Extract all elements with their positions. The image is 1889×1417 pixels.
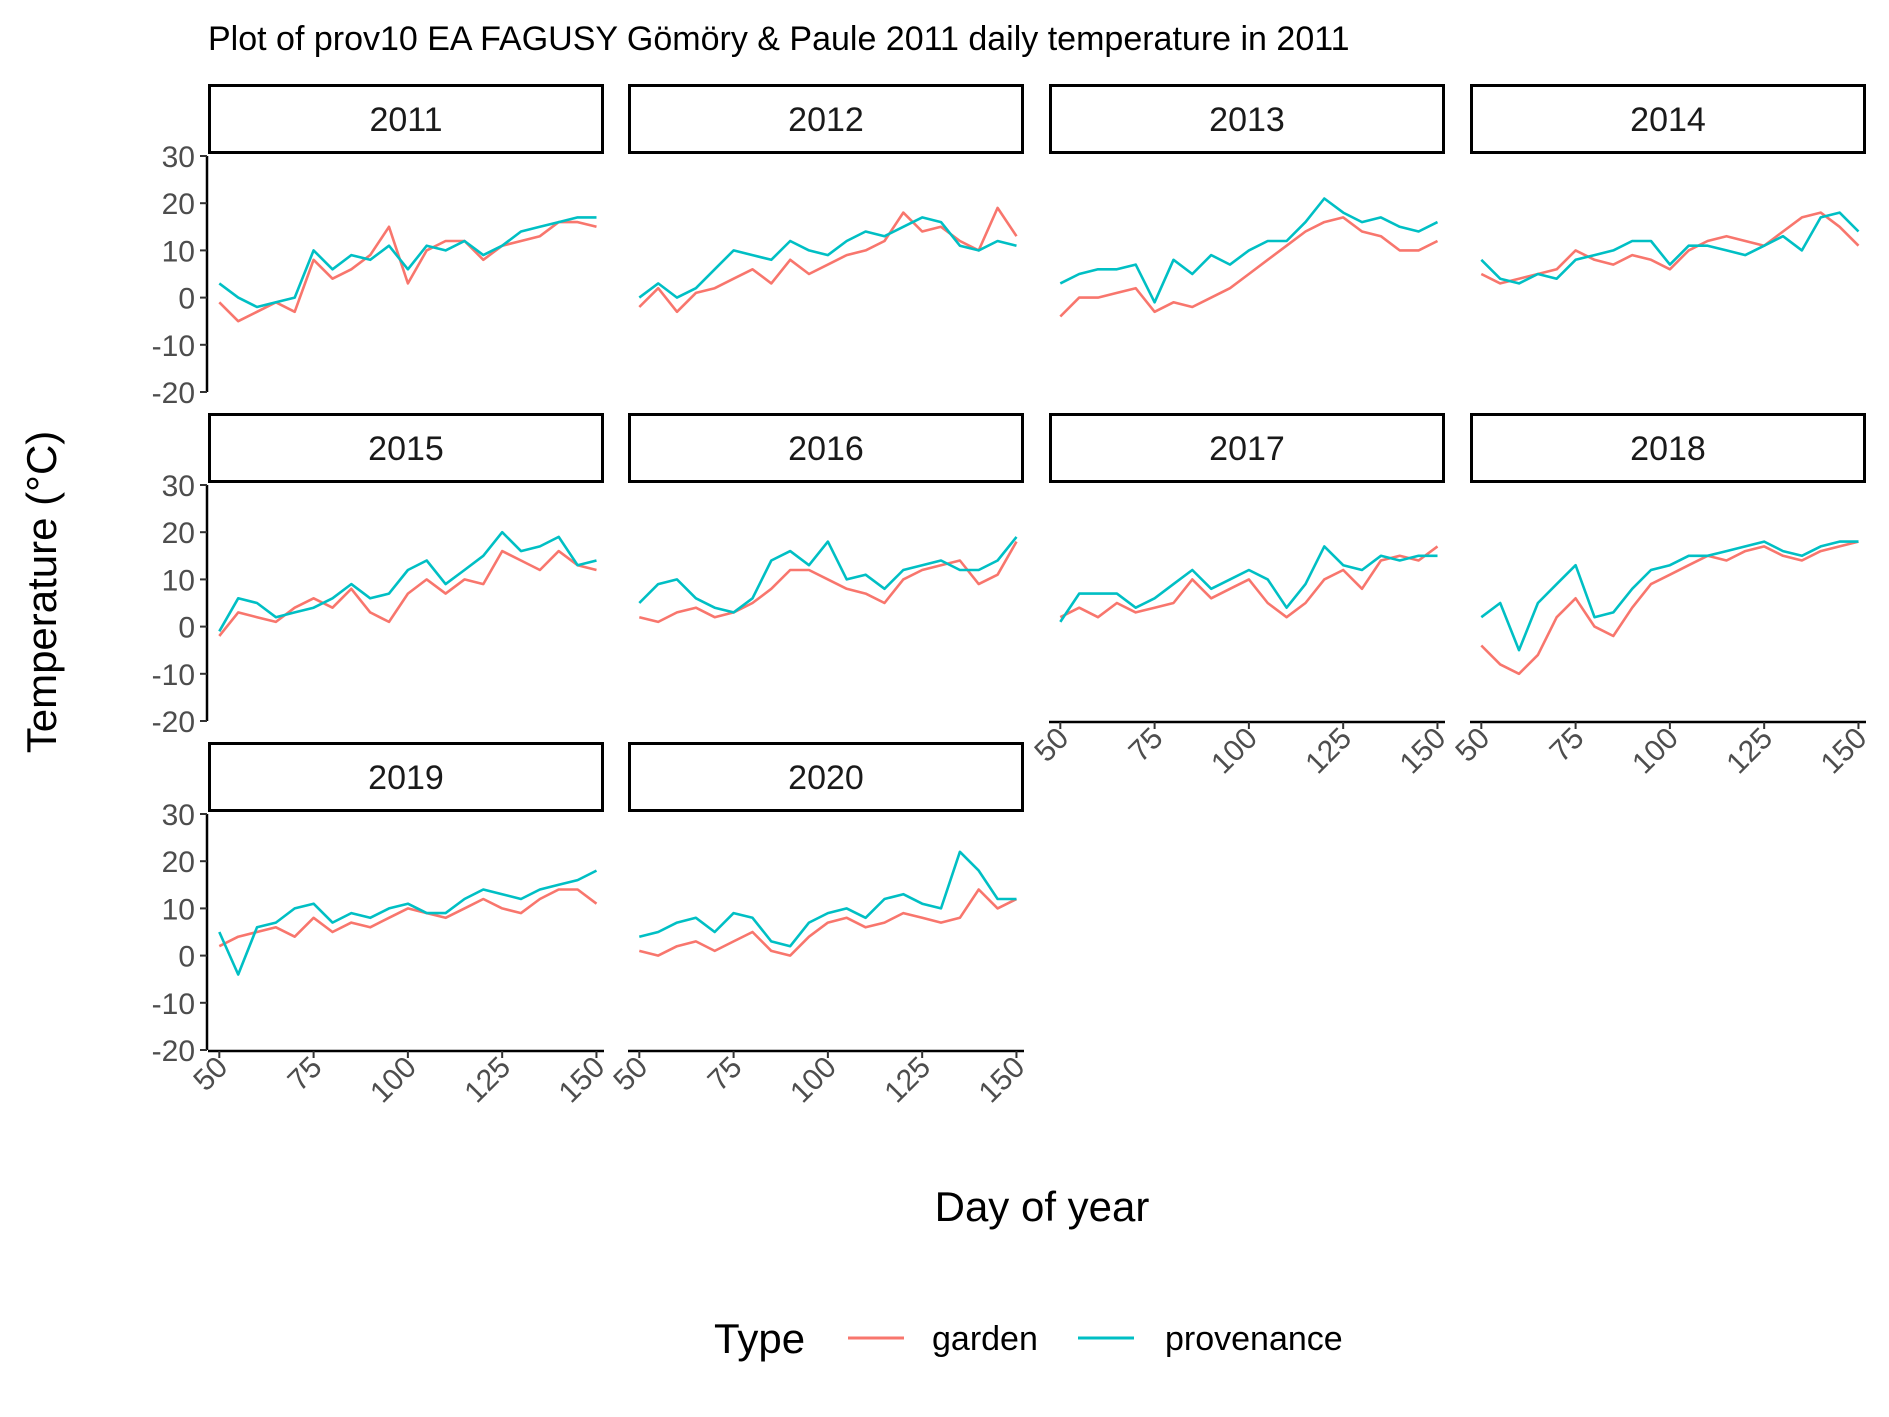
y-tick-label: 0 xyxy=(178,283,195,316)
x-tick-label: 100 xyxy=(364,1051,423,1110)
series-line-garden xyxy=(1480,211,1860,285)
x-tick-label: 100 xyxy=(1626,722,1685,781)
x-tick-label: 75 xyxy=(1544,722,1591,769)
facet-panel-2020: 2020 50 75 100 125 150 xyxy=(607,742,1032,1110)
y-axis-title: Temperature (°C) xyxy=(18,431,65,754)
y-tick-label: 10 xyxy=(162,893,195,926)
series-line-garden xyxy=(638,888,1018,957)
series-line-provenance xyxy=(638,850,1017,948)
x-tick-label: 75 xyxy=(702,1051,749,1098)
y-tick-label: 0 xyxy=(178,941,195,974)
facet-strip xyxy=(1470,84,1866,154)
y-tick-label: -20 xyxy=(152,377,195,410)
series-line-garden xyxy=(218,888,598,948)
legend: Type garden provenance xyxy=(714,1315,1343,1362)
series-line-provenance xyxy=(638,216,1017,299)
facet-strip xyxy=(1470,413,1866,483)
series-line-provenance xyxy=(218,530,597,632)
facet-strip xyxy=(1049,413,1445,483)
legend-label-garden: garden xyxy=(932,1320,1038,1358)
series-line-garden xyxy=(1059,545,1439,619)
x-tick-label: 125 xyxy=(458,1051,517,1110)
series-line-garden xyxy=(1480,540,1859,676)
x-tick-label: 125 xyxy=(1299,722,1358,781)
series-line-garden xyxy=(638,540,1018,624)
y-tick-label: 30 xyxy=(162,470,195,503)
facet-panel-2012: 2012 xyxy=(628,84,1024,314)
facet-strip-label: 2019 xyxy=(368,759,444,797)
x-tick-label: 50 xyxy=(1449,722,1496,769)
series-line-provenance xyxy=(218,869,598,976)
facet-strip-label: 2011 xyxy=(369,101,442,139)
facet-panel-2018: 2018 50 75 100 125 150 xyxy=(1449,413,1874,781)
facet-panel-2016: 2016 xyxy=(628,413,1024,624)
x-tick-label: 50 xyxy=(1028,722,1075,769)
series-line-provenance xyxy=(1480,540,1859,652)
chart-title: Plot of prov10 EA FAGUSY Gömöry & Paule … xyxy=(208,20,1350,58)
y-tick-label: 20 xyxy=(162,188,195,221)
x-tick-label: 150 xyxy=(1394,722,1453,781)
y-tick-label: -10 xyxy=(152,330,195,363)
series-line-garden xyxy=(1059,216,1439,318)
facet-strip xyxy=(628,84,1024,154)
legend-title: Type xyxy=(714,1315,805,1362)
x-tick-label: 100 xyxy=(784,1051,843,1110)
x-tick-label: 150 xyxy=(973,1051,1032,1110)
y-tick-label: 20 xyxy=(162,517,195,550)
facet-panel-2014: 2014 xyxy=(1470,84,1866,285)
y-tick-label: -10 xyxy=(152,988,195,1021)
y-tick-label: 30 xyxy=(162,141,195,174)
x-tick-label: 75 xyxy=(1123,722,1170,769)
series-line-garden xyxy=(218,549,597,637)
facet-strip-label: 2012 xyxy=(788,101,864,139)
series-line-garden xyxy=(218,220,597,323)
y-tick-label: -20 xyxy=(152,706,195,739)
series-line-garden xyxy=(638,206,1018,314)
x-tick-label: 50 xyxy=(607,1051,654,1098)
facet-strip xyxy=(208,413,604,483)
facet-panel-2017: 2017 50 75 100 125 150 xyxy=(1028,413,1453,781)
series-line-provenance xyxy=(1480,211,1860,285)
y-tick-label: 30 xyxy=(162,799,195,832)
y-tick-label: 20 xyxy=(162,846,195,879)
x-tick-label: 100 xyxy=(1205,722,1264,781)
facet-strip-label: 2017 xyxy=(1209,430,1285,468)
x-tick-label: 150 xyxy=(553,1051,612,1110)
facet-strip-label: 2018 xyxy=(1630,430,1706,468)
facet-strip xyxy=(628,742,1024,812)
facet-strip xyxy=(208,742,604,812)
y-tick-label: 0 xyxy=(178,612,195,645)
facet-panel-2011: 2011 -20 -10 0 10 20 30 xyxy=(152,84,604,410)
facet-panels: 2011 -20 -10 0 10 20 30 2012 2013 2014 2015 -20 -10 0… xyxy=(152,84,1874,1110)
series-line-provenance xyxy=(1059,197,1439,304)
y-tick-label: 10 xyxy=(162,235,195,268)
facet-strip xyxy=(628,413,1024,483)
series-line-provenance xyxy=(1059,545,1438,623)
y-tick-label: -20 xyxy=(152,1035,195,1068)
y-tick-label: 10 xyxy=(162,564,195,597)
series-line-provenance xyxy=(638,536,1018,614)
legend-label-provenance: provenance xyxy=(1165,1320,1343,1358)
series-line-provenance xyxy=(218,216,597,309)
facet-strip xyxy=(208,84,604,154)
y-tick-label: -10 xyxy=(152,659,195,692)
x-axis-title: Day of year xyxy=(935,1183,1150,1230)
x-tick-label: 125 xyxy=(878,1051,937,1110)
facet-strip xyxy=(1049,84,1445,154)
x-tick-label: 150 xyxy=(1815,722,1874,781)
facet-strip-label: 2014 xyxy=(1630,101,1706,139)
x-tick-label: 75 xyxy=(282,1051,329,1098)
x-tick-label: 125 xyxy=(1720,722,1779,781)
facet-panel-2015: 2015 -20 -10 0 10 20 30 xyxy=(152,413,604,739)
facet-strip-label: 2013 xyxy=(1209,101,1285,139)
facet-strip-label: 2016 xyxy=(788,430,864,468)
facet-strip-label: 2020 xyxy=(788,759,864,797)
facet-strip-label: 2015 xyxy=(368,430,444,468)
facet-panel-2013: 2013 xyxy=(1049,84,1445,318)
